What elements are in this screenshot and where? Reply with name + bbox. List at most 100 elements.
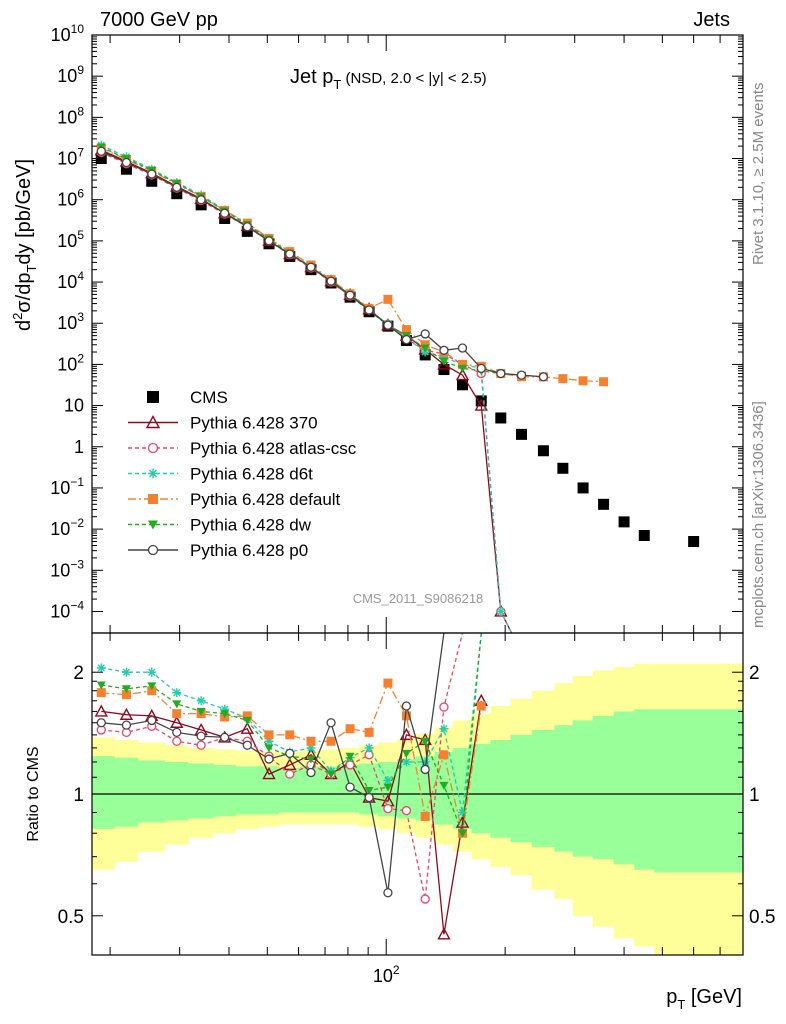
plot-title: Jet pT (NSD, 2.0 < |y| < 2.5) — [290, 66, 487, 92]
point-pythia-6-428-p0-14 — [401, 334, 412, 345]
ytick-label-exp: 10 — [71, 22, 85, 36]
ratio-point-pythia-6-428-default-0 — [96, 688, 106, 698]
point-pythia-6-428-p0-7 — [264, 236, 274, 246]
band-inner-bin — [213, 764, 236, 817]
ratio-point-pythia-6-428-d6t-2-d2 — [148, 668, 156, 676]
ytick-label-exp: 5 — [77, 228, 84, 242]
ytick-label-exp: 3 — [77, 310, 84, 324]
ratio-point-pythia-6-428-default-2 — [147, 686, 157, 696]
band-inner-bin — [299, 766, 322, 813]
ratio-point-pythia-6-428-370-3 — [170, 715, 184, 728]
ytick-label-base: 10 — [57, 190, 77, 210]
legend-marker — [148, 520, 158, 530]
ratio-point-pythia-6-428-dw-15 — [420, 737, 430, 746]
ratio-point-pythia-6-428-d6t-1-d2 — [122, 668, 131, 676]
ratio-point-pythia-6-428-p0-11 — [345, 782, 355, 792]
ratio-ytick-label: 0.5 — [58, 907, 84, 928]
ratio-point-pythia-6-428-dw-16 — [439, 781, 449, 790]
legend-marker — [147, 442, 159, 454]
ratio-point-pythia-6-428-p0-10 — [326, 718, 336, 728]
ytick-label-base: 10 — [51, 25, 71, 45]
xlabel-sub: T — [677, 997, 685, 1012]
ratio-point-pythia-6-428-default-12 — [364, 727, 374, 737]
ratio-point-pythia-6-428-p0-5 — [220, 732, 230, 743]
xlabel-rest: [GeV] — [685, 986, 742, 1008]
ratio-point-pythia-6-428-370-7 — [262, 767, 276, 780]
ytick-label-base: 10 — [57, 149, 77, 169]
ratio-point-pythia-6-428-default-6 — [242, 711, 252, 721]
ratio-point-pythia-6-428-default-11 — [345, 724, 355, 734]
legend-label: CMS — [190, 388, 228, 407]
ratio-point-pythia-6-428-dw-3 — [172, 700, 182, 709]
legend-label: Pythia 6.428 p0 — [190, 541, 308, 560]
ylabel-sigma: σ/dp — [13, 273, 35, 313]
main-ylabel: d2σ/dpTdy [pb/GeV] — [10, 159, 39, 331]
ratio-point-pythia-6-428-p0-4 — [196, 731, 206, 741]
line-pythia-6-428-370 — [101, 149, 513, 633]
ratio-point-pythia-6-428-370-1 — [119, 707, 134, 720]
ratio-point-pythia-6-428-atlas-csc-14 — [401, 805, 412, 816]
ratio-point-pythia-6-428-atlas-csc-16 — [439, 702, 449, 712]
ratio-point-pythia-6-428-p0-8 — [285, 748, 295, 759]
ratio-point-pythia-6-428-dw-11 — [345, 752, 355, 761]
ytick-label-exp: 7 — [77, 146, 84, 160]
ratio-point-pythia-6-428-default-3 — [172, 709, 182, 719]
ratio-bands-clipped — [92, 663, 743, 955]
ratio-point-pythia-6-428-atlas-csc-3 — [172, 736, 182, 746]
ratio-point-pythia-6-428-atlas-csc-4 — [196, 740, 206, 750]
point-pythia-6-428-p0-4 — [196, 195, 206, 205]
ratio-point-pythia-6-428-dw-7 — [264, 744, 274, 753]
ratio-point-pythia-6-428-d6t-3-d2 — [173, 689, 181, 697]
ratio-point-pythia-6-428-default-9 — [306, 736, 316, 746]
series-pythia-6-428-370 — [94, 143, 513, 633]
ytick-label: 107 — [57, 146, 84, 169]
point-pythia-6-428-p0-10 — [326, 276, 336, 286]
band-inner-bin — [654, 709, 743, 873]
point-cms-24 — [598, 498, 610, 510]
ratio-point-pythia-6-428-d6t-9 — [306, 743, 316, 753]
ratio-ytick-label: 1 — [73, 785, 84, 806]
main-marks-clipped — [94, 140, 700, 633]
ratio-ylabel: Ratio to CMS — [25, 746, 42, 841]
title-main: Jet p — [290, 66, 333, 88]
ratio-point-pythia-6-428-dw-17 — [458, 829, 468, 838]
rivet-label: Rivet 3.1.10, ≥ 2.5M events — [750, 83, 767, 266]
ytick-label: 108 — [57, 104, 84, 127]
ytick-label-base: 10 — [50, 519, 70, 539]
point-cms-19 — [495, 412, 507, 424]
ytick-label-exp: 4 — [77, 269, 84, 283]
ytick-label-base: 10 — [50, 560, 70, 580]
legend-label: Pythia 6.428 default — [190, 490, 341, 509]
ratio-ytick-label-r: 1 — [749, 785, 760, 806]
ytick-label: 10−3 — [50, 557, 84, 580]
point-cms-26 — [638, 529, 650, 541]
header-left: 7000 GeV pp — [100, 9, 218, 31]
ytick-label: 105 — [57, 228, 84, 251]
ratio-point-pythia-6-428-d6t-13-d2 — [384, 776, 392, 785]
band-inner-bin — [397, 759, 416, 819]
point-cms-3 — [171, 188, 183, 200]
series-pythia-6-428-p0 — [96, 146, 549, 382]
ratio-point-pythia-6-428-p0-7 — [264, 754, 274, 764]
line-pythia-6-428-atlas-csc — [101, 151, 513, 633]
band-inner-bin — [554, 725, 574, 852]
point-pythia-6-428-d6t-19 — [496, 606, 506, 616]
legend-label: Pythia 6.428 370 — [190, 414, 318, 433]
ratio-ytick-label-r: 0.5 — [749, 907, 775, 928]
band-inner-bin — [613, 711, 635, 865]
ytick-label: 10 — [64, 396, 84, 416]
legend-marker — [147, 391, 159, 403]
watermark: CMS_2011_S9086218 — [353, 591, 484, 606]
ratio-point-pythia-6-428-p0-13 — [383, 888, 393, 898]
ytick-label-exp: −4 — [70, 598, 84, 612]
band-inner-bin — [592, 715, 615, 860]
ratio-point-pythia-6-428-default-1 — [121, 690, 131, 700]
line-pythia-6-428-p0 — [101, 150, 544, 378]
ylabel-sup: 2 — [10, 313, 25, 320]
ratio-point-pythia-6-428-p0-12 — [364, 792, 374, 803]
band-inner-bin — [490, 739, 512, 838]
xlabel: pT [GeV] — [666, 986, 742, 1012]
point-pythia-6-428-p0-6 — [242, 222, 252, 232]
legend-item-pythia-6-428-370: Pythia 6.428 370 — [128, 414, 318, 433]
ytick-label-base: 10 — [57, 354, 77, 374]
